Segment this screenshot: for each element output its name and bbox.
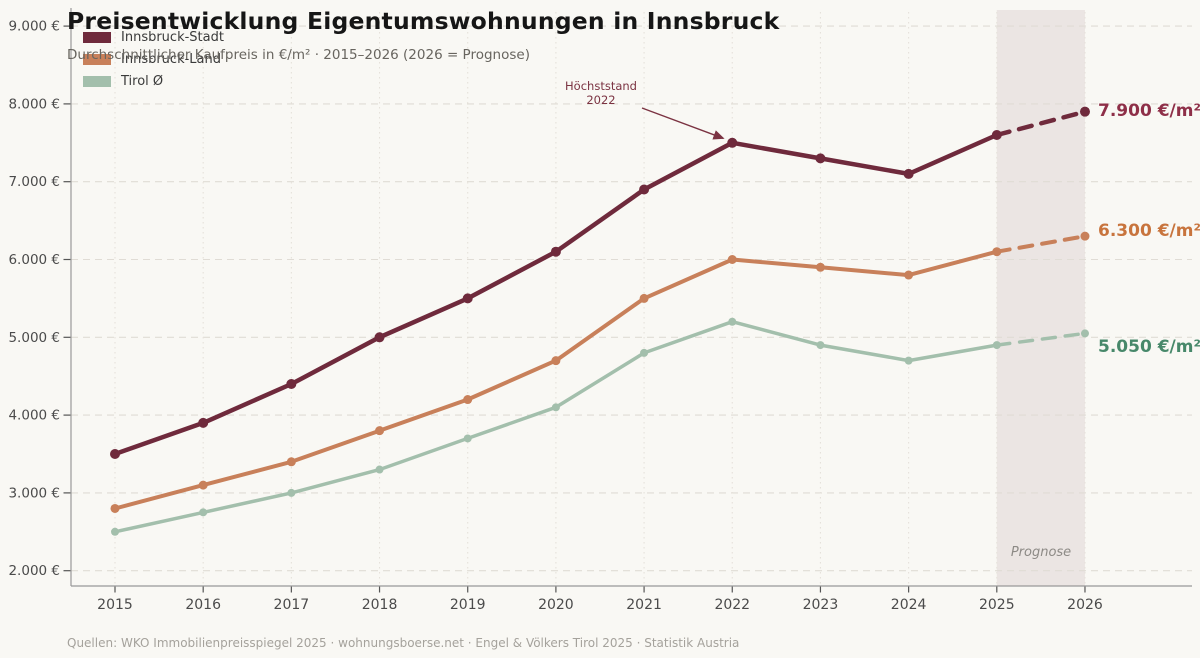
peak-annotation: Höchststand 2022 [556,79,646,107]
data-point [374,332,385,343]
y-tick-label: 9.000 € [8,19,60,35]
data-point [198,417,209,428]
peak-annotation-line1: Höchststand [565,79,637,93]
data-point [904,270,914,280]
end-label-innsbruck-land: 6.300 €/m² [1098,221,1200,242]
data-point [287,488,296,497]
y-tick-label: 2.000 € [8,563,60,579]
data-point [550,246,561,257]
data-point [198,480,208,490]
x-tick-label: 2018 [362,597,398,613]
data-point [728,317,737,326]
series-line-Innsbruck-Land [113,249,999,511]
data-point [992,341,1001,350]
data-point [463,434,472,443]
data-point [816,341,825,350]
x-tick-label: 2024 [891,597,927,613]
data-point [551,356,561,366]
series-forecast-line-Innsbruck-Land [994,234,1087,254]
legend: Innsbruck-Stadt Innsbruck-Land Tirol Ø [83,26,224,92]
page-title: Preisentwicklung Eigentumswohnungen in I… [67,7,780,35]
data-point [551,403,560,412]
data-point [992,247,1002,257]
legend-item-innsbruck-stadt: Innsbruck-Stadt [83,26,224,48]
data-point [1080,329,1089,338]
y-tick-label: 7.000 € [8,174,60,190]
x-tick-label: 2019 [450,597,486,613]
data-point [727,255,737,264]
x-tick-label: 2017 [274,597,310,613]
annotation-arrow [641,107,725,140]
data-point [1080,231,1090,241]
data-point [639,184,650,195]
legend-label: Innsbruck-Land [121,51,221,67]
x-tick-label: 2026 [1067,597,1103,613]
data-point [463,395,473,405]
x-tick-label: 2022 [714,597,750,613]
data-point [640,348,649,357]
peak-annotation-line2: 2022 [586,92,616,107]
y-tick-label: 6.000 € [8,252,60,268]
data-point [199,508,208,517]
x-tick-label: 2025 [979,597,1015,613]
x-tick-label: 2020 [538,597,574,613]
legend-item-innsbruck-land: Innsbruck-Land [83,48,224,70]
forecast-band [996,10,1085,586]
x-tick-label: 2016 [185,597,221,613]
data-point [375,426,385,436]
y-tick-label: 3.000 € [8,485,60,501]
data-point [111,527,119,536]
data-point [286,457,296,467]
data-point [110,503,120,513]
end-label-innsbruck-stadt: 7.900 €/m² [1098,100,1200,121]
data-point [815,153,826,164]
legend-swatch-tirol [83,75,111,87]
legend-item-tirol: Tirol Ø [83,70,224,92]
series-forecast-line-Tirol Ø [995,331,1087,347]
series-forecast-line-Innsbruck-Stadt [994,109,1088,138]
data-point [991,130,1002,141]
legend-label: Innsbruck-Stadt [121,29,224,45]
data-point [110,449,120,459]
x-tick-label: 2015 [97,597,133,613]
chart-subtitle: Durchschnittlicher Kaufpreis in €/m² · 2… [67,47,530,63]
x-tick-label: 2021 [626,597,662,613]
data-point [375,465,384,474]
legend-swatch-innsbruck-land [83,53,111,65]
x-tick-label: 2023 [803,597,839,613]
data-point [286,378,297,389]
sources-footer: Quellen: WKO Immobilienpreisspiegel 2025… [67,636,740,650]
legend-swatch-innsbruck-stadt [83,31,111,43]
data-point [815,262,825,272]
y-tick-label: 4.000 € [8,408,60,424]
data-point [1079,106,1090,117]
legend-label: Tirol Ø [121,73,164,89]
end-label-tirol: 5.050 €/m² [1098,337,1200,358]
data-point [904,356,913,365]
data-point [639,293,649,303]
data-point [727,137,738,148]
data-point [462,293,473,304]
data-point [903,168,914,179]
y-tick-label: 5.000 € [8,330,60,346]
y-tick-label: 8.000 € [8,96,60,112]
forecast-band-label: Prognose [1010,545,1072,560]
